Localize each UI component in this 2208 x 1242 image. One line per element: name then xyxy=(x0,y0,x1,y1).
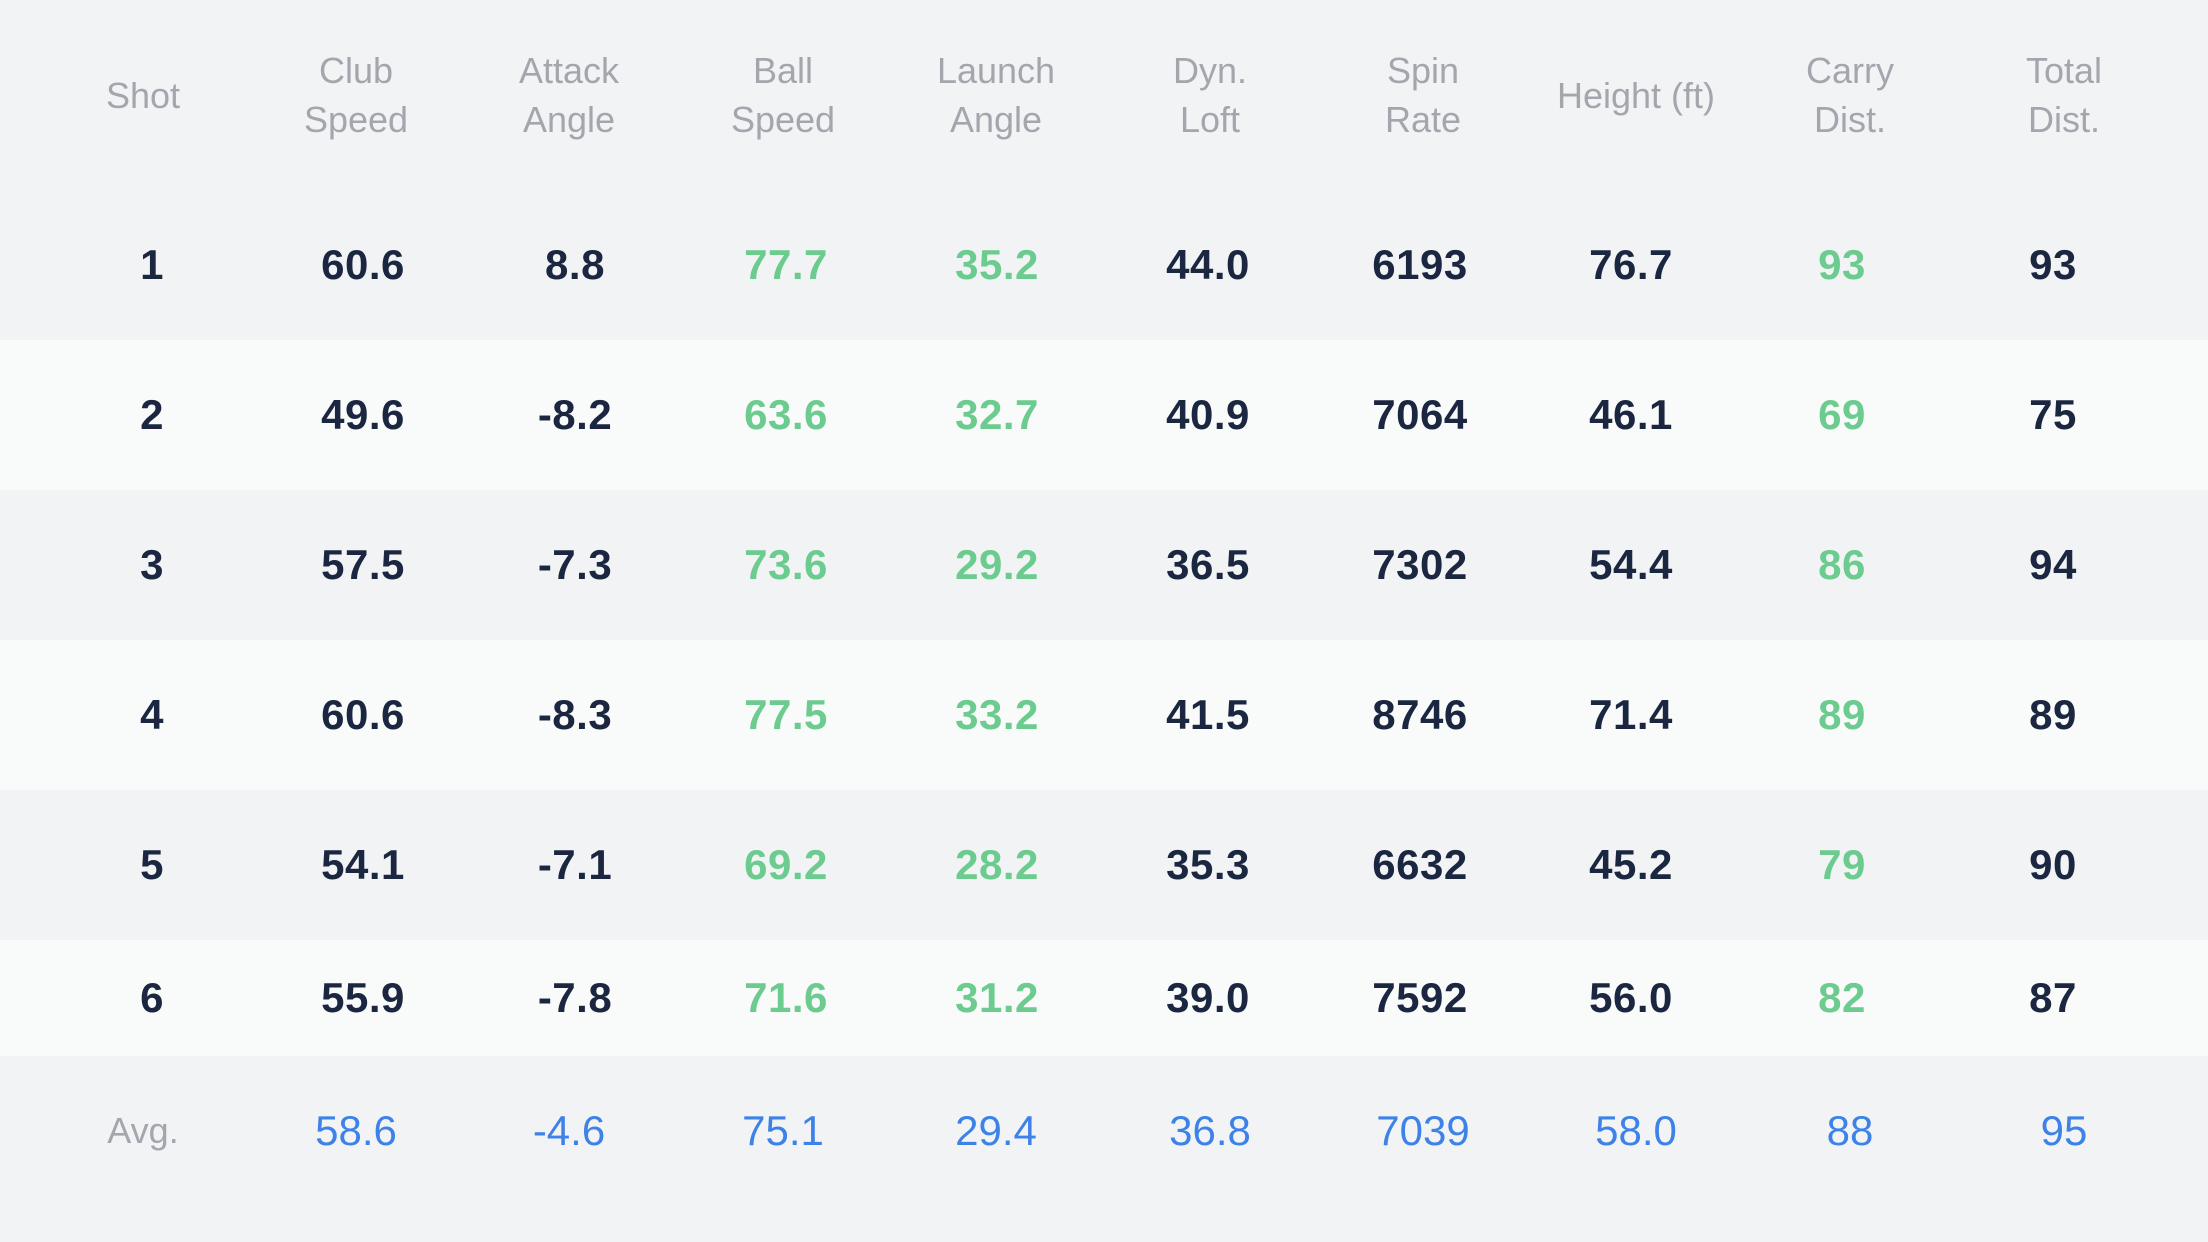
cell-ball-speed: 71.6 xyxy=(744,974,828,1021)
cell-ball-speed: 69.2 xyxy=(744,841,828,888)
cell-attack-angle: -8.2 xyxy=(537,391,613,438)
cell-dyn-loft: 41.5 xyxy=(1166,691,1250,738)
column-header-attack-angle[interactable]: Attack Angle xyxy=(518,50,620,140)
cell-total-dist: 90 xyxy=(2029,841,2077,888)
cell-attack-angle: -8.3 xyxy=(537,691,613,738)
cell-height: 54.4 xyxy=(1589,541,1673,588)
cell-carry-dist: 79 xyxy=(1818,841,1866,888)
cell-dyn-loft: 36.5 xyxy=(1166,541,1250,588)
average-height: 58.0 xyxy=(1595,1107,1677,1154)
table-header-row: Shot Club Speed Attack Angle Ball Speed … xyxy=(0,0,2208,190)
column-header-height[interactable]: Height (ft) xyxy=(1556,74,1716,116)
cell-attack-angle: -7.8 xyxy=(537,974,613,1021)
table-row[interactable]: 5 54.1 -7.1 69.2 28.2 35.3 6632 45.2 79 90 xyxy=(0,790,2208,940)
cell-launch-angle: 29.2 xyxy=(955,541,1039,588)
cell-height: 76.7 xyxy=(1589,241,1673,288)
average-total-dist: 95 xyxy=(2040,1107,2088,1154)
cell-shot: 1 xyxy=(140,241,164,288)
cell-carry-dist: 93 xyxy=(1818,241,1866,288)
cell-shot: 3 xyxy=(140,541,164,588)
cell-total-dist: 75 xyxy=(2029,391,2077,438)
column-header-total-dist[interactable]: Total Dist. xyxy=(2025,50,2103,140)
cell-carry-dist: 89 xyxy=(1818,691,1866,738)
cell-shot: 6 xyxy=(140,974,164,1021)
cell-spin-rate: 6193 xyxy=(1372,241,1468,288)
cell-launch-angle: 35.2 xyxy=(955,241,1039,288)
average-label: Avg. xyxy=(107,1110,179,1151)
average-carry-dist: 88 xyxy=(1826,1107,1874,1154)
cell-club-speed: 60.6 xyxy=(321,691,405,738)
cell-spin-rate: 8746 xyxy=(1372,691,1468,738)
table-row[interactable]: 4 60.6 -8.3 77.5 33.2 41.5 8746 71.4 89 89 xyxy=(0,640,2208,790)
cell-spin-rate: 7064 xyxy=(1372,391,1468,438)
cell-attack-angle: -7.3 xyxy=(537,541,613,588)
average-spin-rate: 7039 xyxy=(1376,1107,1470,1154)
average-dyn-loft: 36.8 xyxy=(1169,1107,1251,1154)
column-header-club-speed[interactable]: Club Speed xyxy=(303,50,409,140)
cell-attack-angle: 8.8 xyxy=(545,241,605,288)
cell-club-speed: 55.9 xyxy=(321,974,405,1021)
cell-launch-angle: 32.7 xyxy=(955,391,1039,438)
cell-club-speed: 60.6 xyxy=(321,241,405,288)
cell-ball-speed: 73.6 xyxy=(744,541,828,588)
cell-spin-rate: 6632 xyxy=(1372,841,1468,888)
cell-dyn-loft: 35.3 xyxy=(1166,841,1250,888)
cell-club-speed: 54.1 xyxy=(321,841,405,888)
average-row: Avg. 58.6 -4.6 75.1 29.4 36.8 7039 58.0 … xyxy=(0,1056,2208,1206)
cell-spin-rate: 7302 xyxy=(1372,541,1468,588)
cell-launch-angle: 28.2 xyxy=(955,841,1039,888)
cell-dyn-loft: 44.0 xyxy=(1166,241,1250,288)
average-attack-angle: -4.6 xyxy=(532,1107,606,1154)
column-header-ball-speed[interactable]: Ball Speed xyxy=(730,50,836,140)
cell-dyn-loft: 39.0 xyxy=(1166,974,1250,1021)
table-row[interactable]: 6 55.9 -7.8 71.6 31.2 39.0 7592 56.0 82 87 xyxy=(0,940,2208,1056)
cell-launch-angle: 33.2 xyxy=(955,691,1039,738)
cell-total-dist: 89 xyxy=(2029,691,2077,738)
cell-dyn-loft: 40.9 xyxy=(1166,391,1250,438)
cell-club-speed: 57.5 xyxy=(321,541,405,588)
cell-total-dist: 94 xyxy=(2029,541,2077,588)
average-club-speed: 58.6 xyxy=(315,1107,397,1154)
cell-shot: 2 xyxy=(140,391,164,438)
cell-ball-speed: 77.5 xyxy=(744,691,828,738)
column-header-shot[interactable]: Shot xyxy=(105,74,181,116)
cell-spin-rate: 7592 xyxy=(1372,974,1468,1021)
cell-carry-dist: 86 xyxy=(1818,541,1866,588)
cell-height: 45.2 xyxy=(1589,841,1673,888)
cell-launch-angle: 31.2 xyxy=(955,974,1039,1021)
table-row[interactable]: 2 49.6 -8.2 63.6 32.7 40.9 7064 46.1 69 75 xyxy=(0,340,2208,490)
cell-club-speed: 49.6 xyxy=(321,391,405,438)
average-launch-angle: 29.4 xyxy=(955,1107,1037,1154)
column-header-dyn-loft[interactable]: Dyn. Loft xyxy=(1172,50,1248,140)
cell-height: 71.4 xyxy=(1589,691,1673,738)
cell-shot: 4 xyxy=(140,691,164,738)
column-header-carry-dist[interactable]: Carry Dist. xyxy=(1806,50,1894,140)
cell-total-dist: 93 xyxy=(2029,241,2077,288)
cell-height: 46.1 xyxy=(1589,391,1673,438)
cell-total-dist: 87 xyxy=(2029,974,2077,1021)
cell-ball-speed: 77.7 xyxy=(744,241,828,288)
cell-shot: 5 xyxy=(140,841,164,888)
cell-attack-angle: -7.1 xyxy=(537,841,613,888)
table-row[interactable]: 1 60.6 8.8 77.7 35.2 44.0 6193 76.7 93 93 xyxy=(0,190,2208,340)
table-row[interactable]: 3 57.5 -7.3 73.6 29.2 36.5 7302 54.4 86 94 xyxy=(0,490,2208,640)
average-ball-speed: 75.1 xyxy=(742,1107,824,1154)
cell-height: 56.0 xyxy=(1589,974,1673,1021)
column-header-launch-angle[interactable]: Launch Angle xyxy=(936,50,1056,140)
cell-ball-speed: 63.6 xyxy=(744,391,828,438)
cell-carry-dist: 69 xyxy=(1818,391,1866,438)
cell-carry-dist: 82 xyxy=(1818,974,1866,1021)
column-header-spin-rate[interactable]: Spin Rate xyxy=(1384,50,1462,140)
